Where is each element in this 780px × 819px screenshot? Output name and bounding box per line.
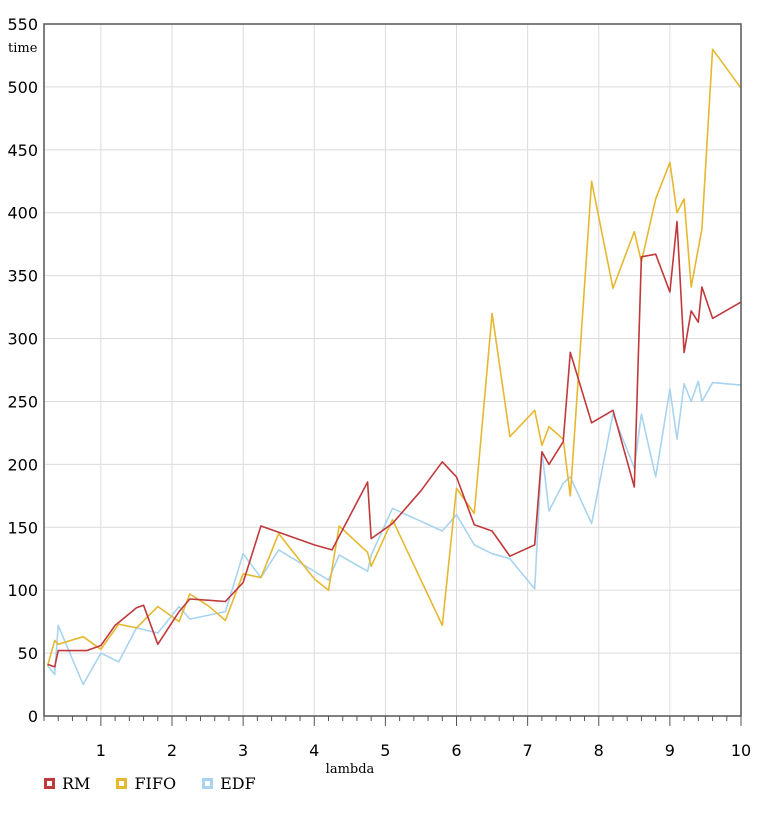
- series-line-fifo: [46, 48, 742, 666]
- x-tick-label: 10: [731, 741, 751, 760]
- x-axis-title: lambda: [326, 762, 375, 777]
- y-tick-label: 0: [28, 707, 38, 726]
- x-tick-label: 2: [167, 741, 177, 760]
- x-tick-label: 9: [665, 741, 675, 760]
- x-tick-label: 7: [523, 741, 533, 760]
- legend-item-fifo[interactable]: FIFO: [116, 774, 176, 793]
- series-line-edf: [46, 380, 742, 686]
- x-tick-label: 3: [238, 741, 248, 760]
- y-tick-label: 100: [7, 581, 38, 600]
- y-tick-label: 500: [7, 78, 38, 97]
- legend-item-rm[interactable]: RM: [44, 774, 90, 793]
- x-tick-label: 1: [96, 741, 106, 760]
- y-tick-label: 450: [7, 141, 38, 160]
- x-tick-label: 5: [380, 741, 390, 760]
- legend-label: FIFO: [134, 774, 177, 793]
- legend-label: EDF: [220, 774, 256, 793]
- x-tick-label: 8: [594, 741, 604, 760]
- x-tick-label: 4: [309, 741, 319, 760]
- y-tick-label: 200: [7, 455, 38, 474]
- y-tick-label: 250: [7, 392, 38, 411]
- y-tick-label: 550: [7, 15, 38, 34]
- y-tick-label: 150: [7, 518, 38, 537]
- legend-swatch-icon: [116, 778, 128, 789]
- legend-swatch-icon: [44, 778, 55, 789]
- axis-ticks: 0 50 100 150 200 250 300 350 400 450 500 550 1 2 3 4 5 6 7…: [7, 15, 751, 760]
- chart-legend: RM FIFO EDF: [44, 774, 282, 793]
- y-tick-label: 400: [7, 204, 38, 223]
- x-tick-label: 6: [451, 741, 461, 760]
- legend-swatch-icon: [202, 778, 214, 789]
- legend-item-edf[interactable]: EDF: [202, 774, 256, 793]
- y-tick-label: 350: [7, 267, 38, 286]
- y-tick-label: 50: [18, 644, 38, 663]
- y-axis-title: time: [8, 41, 38, 56]
- series-lines: [46, 48, 742, 686]
- grid: [44, 24, 741, 716]
- legend-label: RM: [62, 774, 91, 793]
- y-tick-label: 300: [7, 330, 38, 349]
- series-line-rm: [47, 220, 742, 668]
- plot-frame: [43, 23, 742, 717]
